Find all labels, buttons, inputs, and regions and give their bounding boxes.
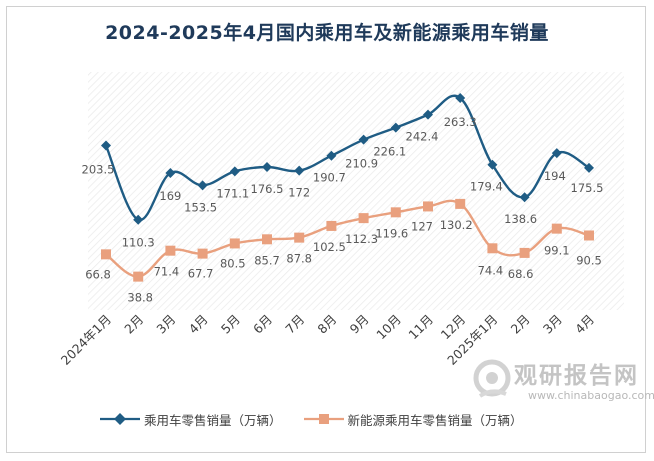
x-tick-label-10: 11月	[405, 312, 436, 343]
data-label-s0-1: 110.3	[122, 236, 155, 250]
data-label-s1-0: 66.8	[85, 267, 111, 281]
data-label-s0-15: 175.5	[571, 181, 604, 195]
data-label-s0-12: 179.4	[470, 180, 503, 194]
data-point-s1-13	[519, 247, 530, 258]
data-label-s1-10: 127	[411, 219, 433, 233]
data-point-s0-7	[326, 150, 337, 161]
data-point-s0-2	[165, 168, 176, 179]
data-label-s0-4: 171.1	[216, 186, 249, 200]
data-point-s0-12	[487, 159, 498, 170]
x-tick-label-1: 2月	[121, 312, 146, 337]
data-label-s0-8: 210.9	[345, 157, 378, 171]
data-label-s1-11: 130.2	[440, 218, 473, 232]
data-label-s1-5: 85.7	[254, 253, 280, 267]
data-point-s1-2	[165, 245, 176, 256]
legend-label-total: 乘用车零售销量（万辆）	[144, 412, 282, 428]
data-point-s0-13	[519, 192, 530, 203]
x-tick-label-9: 10月	[373, 312, 404, 343]
data-point-s1-4	[229, 238, 240, 249]
data-label-s0-5: 176.5	[251, 182, 284, 196]
data-label-s0-13: 138.6	[504, 212, 537, 226]
data-point-s0-6	[294, 165, 305, 176]
legend-item-nev: 新能源乘用车零售销量（万辆）	[303, 410, 523, 429]
data-point-s0-4	[229, 166, 240, 177]
data-label-s1-9: 119.6	[375, 226, 408, 240]
data-point-s1-7	[326, 220, 337, 231]
watermark: 观研报告网 www.chinabaogao.com	[472, 356, 654, 408]
data-label-s1-8: 112.3	[345, 232, 378, 246]
x-tick-label-3: 4月	[186, 312, 211, 337]
data-point-s0-1	[133, 214, 144, 225]
data-point-s0-5	[262, 162, 272, 173]
x-tick-label-4: 5月	[218, 312, 243, 337]
x-tick-label-6: 7月	[282, 312, 307, 337]
data-point-s0-11	[455, 92, 466, 103]
data-point-s1-15	[584, 230, 594, 241]
series-line-1	[105, 199, 590, 278]
data-label-s1-13: 68.6	[508, 267, 534, 281]
data-label-s1-1: 38.8	[127, 291, 153, 305]
x-tick-label-14: 3月	[540, 312, 565, 337]
data-point-s1-1	[133, 271, 144, 282]
data-point-s1-9	[390, 207, 401, 218]
watermark-url: www.chinabaogao.com	[528, 389, 654, 402]
data-point-s1-5	[262, 234, 272, 245]
x-tick-label-15: 4月	[572, 312, 597, 337]
data-point-s0-8	[358, 134, 369, 145]
data-point-s0-9	[390, 122, 401, 133]
data-label-s0-6: 172	[288, 186, 310, 200]
data-label-s0-7: 190.7	[313, 171, 346, 185]
chart-title: 2024-2025年4月国内乘用车及新能源乘用车销量	[105, 22, 549, 44]
watermark-logo-icon	[473, 359, 511, 398]
x-tick-label-8: 9月	[347, 312, 372, 337]
data-label-s0-11: 263.3	[444, 115, 477, 129]
data-point-s0-0	[101, 140, 111, 151]
data-label-s1-3: 67.7	[188, 267, 214, 281]
data-label-s1-15: 90.5	[576, 253, 602, 267]
x-tick-label-2: 3月	[153, 312, 178, 337]
watermark-text: 观研报告网	[514, 363, 639, 389]
data-point-s1-3	[197, 248, 208, 259]
data-point-s1-10	[423, 201, 433, 212]
data-label-s1-4: 80.5	[220, 256, 246, 270]
x-tick-label-13: 2月	[508, 312, 533, 337]
data-label-s0-9: 226.1	[373, 145, 406, 159]
data-label-s1-6: 87.8	[286, 252, 312, 266]
plot-area	[88, 72, 624, 310]
data-point-s1-6	[294, 232, 305, 243]
data-point-s0-3	[197, 180, 208, 191]
data-label-s1-2: 71.4	[154, 265, 180, 279]
data-point-s0-15	[584, 162, 594, 173]
series-line-0	[104, 94, 590, 221]
legend-item-total: 乘用车零售销量（万辆）	[100, 410, 282, 429]
data-point-s1-12	[487, 243, 498, 254]
data-point-s1-11	[455, 198, 466, 209]
data-label-s1-14: 99.1	[544, 244, 570, 258]
data-point-s0-14	[551, 148, 562, 159]
data-point-s1-8	[358, 213, 369, 224]
data-label-s1-12: 74.4	[478, 263, 504, 277]
data-point-s1-14	[551, 223, 562, 234]
x-tick-label-7: 8月	[314, 312, 339, 337]
data-label-s0-2: 169	[159, 189, 181, 203]
x-tick-label-0: 2024年1月	[58, 312, 114, 368]
data-label-s0-14: 194	[544, 169, 566, 183]
legend-label-nev: 新能源乘用车零售销量（万辆）	[347, 412, 523, 428]
data-point-s1-0	[101, 249, 111, 260]
data-label-s1-7: 102.5	[313, 240, 346, 254]
data-label-s0-10: 242.4	[406, 130, 439, 144]
x-tick-label-5: 6月	[250, 312, 275, 337]
data-label-s0-3: 153.5	[184, 200, 217, 214]
data-point-s0-10	[423, 109, 433, 120]
data-label-s0-0: 203.5	[82, 163, 115, 177]
legend-swatch-diamond	[100, 413, 140, 425]
legend: 乘用车零售销量（万辆） 新能源乘用车零售销量（万辆）	[100, 409, 545, 429]
legend-swatch-square	[303, 414, 344, 424]
